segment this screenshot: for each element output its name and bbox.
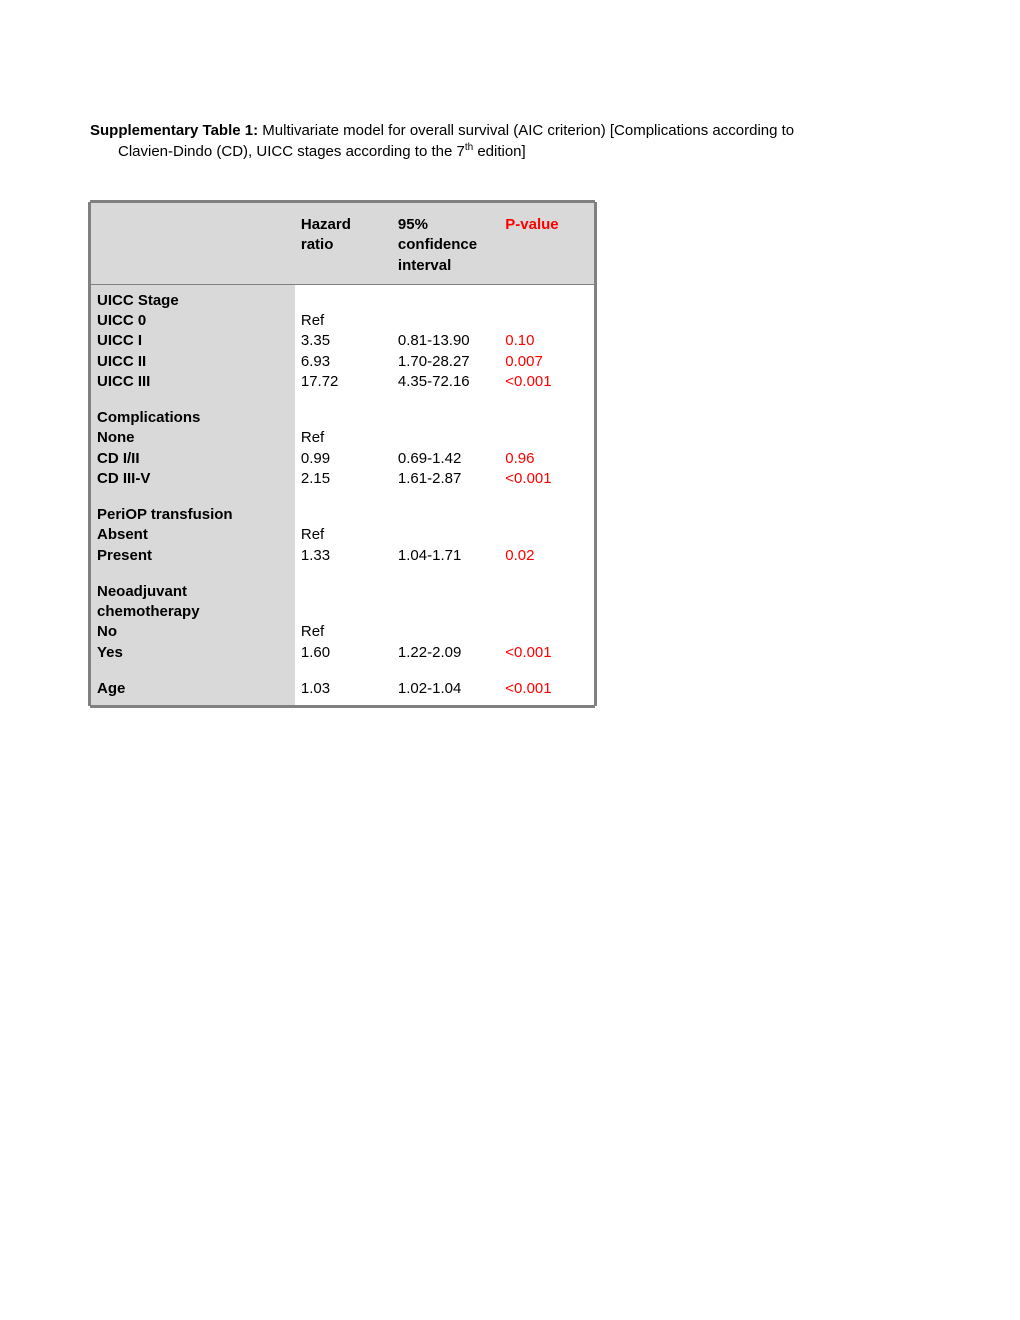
row-label: UICC 0 (91, 311, 295, 331)
age-ci: 1.02-1.04 (392, 679, 499, 706)
row-ci (392, 622, 499, 642)
caption-sup: th (465, 142, 473, 153)
row-label: UICC II (91, 352, 295, 372)
section-title: Neoadjuvant chemotherapy (91, 582, 295, 623)
row-pv (499, 311, 594, 331)
row-hr: 0.99 (295, 449, 392, 469)
age-pv: <0.001 (499, 679, 594, 706)
row-pv: 0.96 (499, 449, 594, 469)
row-hr: 1.60 (295, 643, 392, 663)
table-header-row: Hazard ratio 95% confidence interval P-v… (91, 203, 595, 285)
row-ci: 0.81-13.90 (392, 331, 499, 351)
caption-text-2b: edition] (473, 143, 526, 160)
row-label: CD III-V (91, 469, 295, 489)
row-pv: 0.10 (499, 331, 594, 351)
row-label: CD I/II (91, 449, 295, 469)
row-pv: <0.001 (499, 643, 594, 663)
table-row: AbsentRef (91, 525, 595, 545)
row-label: Present (91, 546, 295, 566)
row-ci: 0.69-1.42 (392, 449, 499, 469)
age-label: Age (91, 679, 295, 706)
supp-table-1: Hazard ratio 95% confidence interval P-v… (90, 202, 595, 706)
row-ci: 1.70-28.27 (392, 352, 499, 372)
row-pv (499, 525, 594, 545)
table-row: UICC II6.931.70-28.270.007 (91, 352, 595, 372)
table-row: NoRef (91, 622, 595, 642)
col-header-pv: P-value (499, 203, 594, 285)
row-hr: Ref (295, 622, 392, 642)
row-ci (392, 428, 499, 448)
row-ci (392, 311, 499, 331)
row-hr: Ref (295, 311, 392, 331)
section-title: UICC Stage (91, 291, 295, 311)
row-ci: 1.61-2.87 (392, 469, 499, 489)
table-row: NoneRef (91, 428, 595, 448)
table-row: CD III-V2.151.61-2.87<0.001 (91, 469, 595, 489)
row-ci (392, 525, 499, 545)
table-row: UICC 0Ref (91, 311, 595, 331)
age-hr: 1.03 (295, 679, 392, 706)
col-header-ci: 95% confidence interval (392, 203, 499, 285)
row-pv: <0.001 (499, 372, 594, 392)
row-label: Yes (91, 643, 295, 663)
row-hr: 6.93 (295, 352, 392, 372)
table-row: UICC I3.350.81-13.900.10 (91, 331, 595, 351)
caption-text-1: Multivariate model for overall survival … (258, 122, 794, 139)
row-pv: 0.007 (499, 352, 594, 372)
table-row: Present1.331.04-1.710.02 (91, 546, 595, 566)
table-row: CD I/II0.990.69-1.420.96 (91, 449, 595, 469)
row-ci: 1.22-2.09 (392, 643, 499, 663)
row-pv (499, 622, 594, 642)
section-title: Complications (91, 408, 295, 428)
section-title-row: Complications (91, 408, 595, 428)
age-row: Age 1.03 1.02-1.04 <0.001 (91, 679, 595, 706)
table-row: UICC III17.724.35-72.16<0.001 (91, 372, 595, 392)
caption-label: Supplementary Table 1: (90, 122, 258, 139)
row-label: None (91, 428, 295, 448)
section-title-row: UICC Stage (91, 291, 595, 311)
row-label: UICC III (91, 372, 295, 392)
row-hr: Ref (295, 525, 392, 545)
row-pv: <0.001 (499, 469, 594, 489)
table-caption: Supplementary Table 1: Multivariate mode… (90, 120, 930, 162)
table-row: Yes1.601.22-2.09<0.001 (91, 643, 595, 663)
row-label: No (91, 622, 295, 642)
row-label: Absent (91, 525, 295, 545)
row-ci: 1.04-1.71 (392, 546, 499, 566)
row-hr: 1.33 (295, 546, 392, 566)
row-hr: 17.72 (295, 372, 392, 392)
row-hr: 2.15 (295, 469, 392, 489)
row-hr: Ref (295, 428, 392, 448)
row-ci: 4.35-72.16 (392, 372, 499, 392)
section-title: PeriOP transfusion (91, 505, 295, 525)
col-header-hr: Hazard ratio (295, 203, 392, 285)
row-pv: 0.02 (499, 546, 594, 566)
row-pv (499, 428, 594, 448)
row-label: UICC I (91, 331, 295, 351)
section-title-row: PeriOP transfusion (91, 505, 595, 525)
row-hr: 3.35 (295, 331, 392, 351)
caption-text-2a: Clavien-Dindo (CD), UICC stages accordin… (118, 143, 465, 160)
section-title-row: Neoadjuvant chemotherapy (91, 582, 595, 623)
